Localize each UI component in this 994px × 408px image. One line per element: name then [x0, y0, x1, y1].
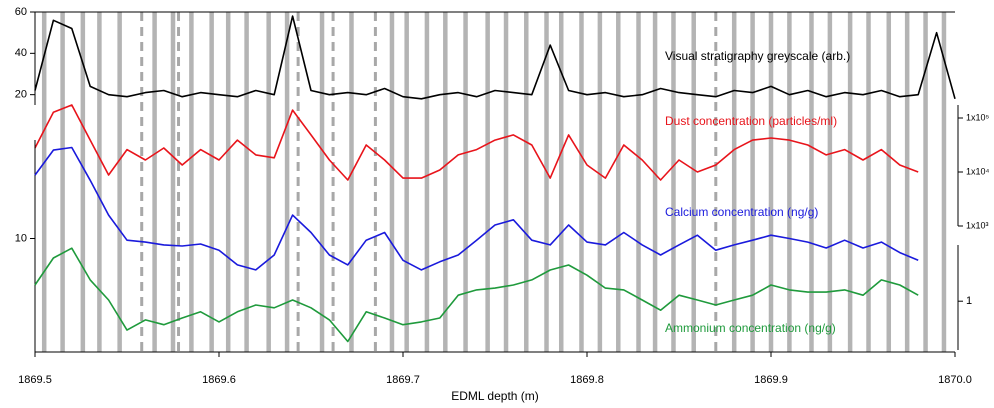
y-tick-label: 1 [966, 295, 972, 307]
series-label: Visual stratigraphy greyscale (arb.) [665, 49, 850, 63]
y-tick-label: 40 [15, 47, 27, 59]
series-label: Ammonium concentration (ng/g) [665, 321, 836, 335]
y-tick-label: 1x10⁵ [966, 112, 990, 122]
x-tick-label: 1869.6 [202, 374, 236, 386]
y-tick-label: 60 [15, 6, 27, 18]
x-tick-label: 1869.5 [18, 374, 52, 386]
series-line [34, 15, 956, 100]
series-line [34, 104, 919, 181]
x-axis-label: EDML depth (m) [451, 389, 539, 403]
y-tick-label: 1x10³ [966, 220, 989, 230]
x-tick-label: 1870.0 [938, 374, 972, 386]
y-tick-label: 1x10⁴ [966, 166, 990, 176]
x-tick-label: 1869.7 [386, 374, 420, 386]
series-line [34, 146, 919, 271]
series-line [34, 247, 919, 343]
x-tick-label: 1869.9 [754, 374, 788, 386]
series-label: Calcium concentration (ng/g) [665, 205, 818, 219]
y-tick-label: 10 [15, 232, 27, 244]
layer-markers [41, 12, 947, 352]
x-tick-label: 1869.8 [570, 374, 604, 386]
series-label: Dust concentration (particles/ml) [665, 114, 837, 128]
y-tick-label: 20 [15, 89, 27, 101]
